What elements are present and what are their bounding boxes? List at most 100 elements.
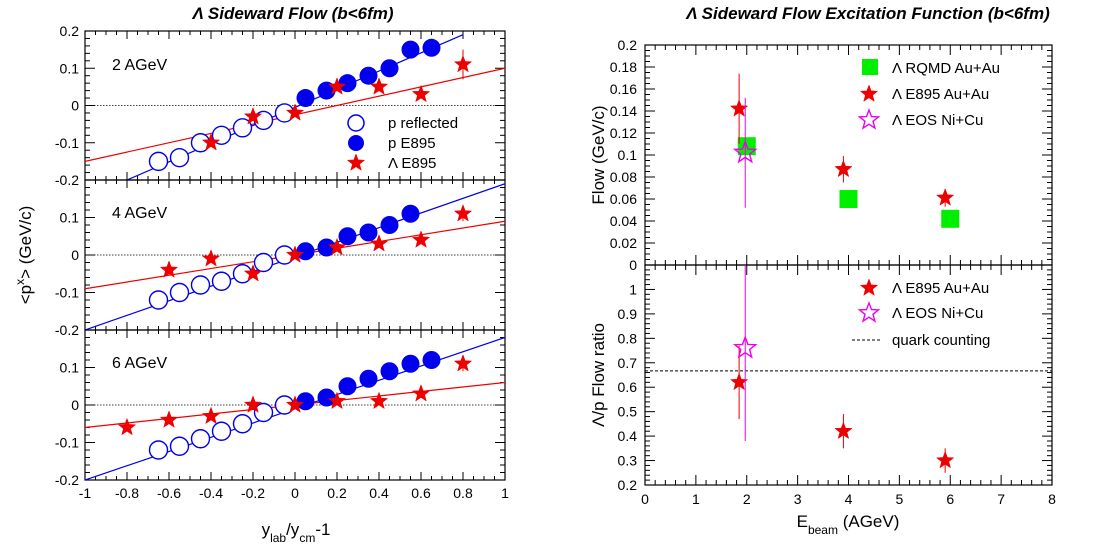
lambda-e895-point [243, 264, 263, 282]
legend-p-e895-marker [348, 135, 364, 151]
p-e895-point [359, 223, 378, 242]
legend-ratio-e895-label: Λ E895 Au+Au [892, 280, 989, 297]
x-tick-label: 0 [641, 491, 649, 507]
y-tick-label: 0.02 [610, 235, 637, 251]
p-e895-point [380, 216, 399, 234]
p-e895-point [359, 66, 378, 85]
legend-lambda-e895-marker [346, 153, 366, 171]
y-tick-label: -0.2 [55, 472, 79, 488]
lambda-e895-point [369, 77, 389, 95]
p-reflected-point [253, 252, 274, 273]
p-reflected-point [148, 440, 169, 460]
left-panel-2-plot: -0.2 -0.1 0 0.1 [55, 330, 506, 488]
legend-rqmd-marker [862, 59, 878, 75]
lambda-e895-point [285, 395, 305, 413]
p-e895-point [359, 369, 378, 388]
legend-e895-marker [859, 84, 879, 102]
legend-rqmd-label: Λ RQMD Au+Au [892, 60, 1000, 77]
lambda-e895-point [159, 260, 179, 278]
p-e895-point [296, 89, 315, 108]
x-tick-label: 2 [743, 491, 751, 507]
y-tick-label: 0 [629, 257, 637, 273]
lambda-e895-point [453, 54, 473, 73]
lambda-e895-point [159, 410, 179, 428]
y-tick-label: 0.5 [618, 404, 638, 420]
right-panel-ratio-frame [644, 264, 1053, 486]
lambda-e895-point [411, 84, 431, 103]
lambda-e895-point [243, 395, 263, 413]
x-tick-label: 7 [997, 491, 1005, 507]
x-tick-label: 5 [895, 491, 903, 507]
e895-point [935, 188, 955, 206]
legend-lambda-e895-label: Λ E895 [388, 155, 436, 172]
lambda-e895-point [285, 103, 305, 121]
p-reflected-point [232, 118, 253, 138]
y-tick-label: -0.2 [55, 322, 79, 338]
left-chart-title: Λ Sideward Flow (b<6fm) [191, 4, 393, 23]
p-e895-point [317, 238, 336, 257]
p-e895-point [422, 351, 441, 369]
y-tick-label: 0.4 [618, 428, 638, 444]
p-reflected-point [148, 151, 169, 172]
right-flow-legend: Λ RQMD Au+Au Λ E895 Au+Au Λ EOS Ni+Cu [857, 59, 1000, 130]
y-tick-label: 0.9 [618, 306, 638, 322]
p-reflected-point [169, 436, 190, 456]
y-tick-label: 0.2 [60, 23, 80, 39]
y-tick-label: 0.8 [618, 330, 638, 346]
data-points [117, 351, 473, 460]
right-panel-ratio: 0.2 0.3 0.4 0.5 0.6 0.7 0.8 0.9 1 [618, 264, 1053, 493]
lambda-e895-point [201, 406, 221, 425]
x-tick-label: 8 [1048, 491, 1056, 507]
y-tick-label: 0.18 [610, 59, 637, 75]
lambda-e895-point [327, 77, 347, 95]
e895-point [834, 159, 853, 178]
p-reflected-point [190, 429, 211, 449]
lambda-e895-point [369, 234, 389, 252]
lambda-e895-point [117, 417, 137, 436]
eos-point [732, 139, 758, 164]
x-tick-label: -0.4 [199, 485, 223, 501]
lambda-e895-point [327, 237, 347, 256]
p-reflected-point [232, 414, 253, 434]
y-tick-label: 0 [71, 98, 79, 114]
y-tick-label: -0.1 [55, 135, 79, 151]
y-tick-label: 1 [629, 281, 637, 297]
y-tick-label: 0.1 [60, 60, 80, 76]
y-tick-label: 0 [71, 397, 79, 413]
right-bottom-y-axis-label: Λ/p Flow ratio [589, 323, 608, 427]
left-panel-0-label: 2 AGeV [112, 57, 167, 74]
legend-star [859, 84, 879, 102]
y-tick-label: 0.1 [618, 147, 638, 163]
p-reflected-point [211, 271, 232, 291]
right-x-axis-label: Ebeam (AGeV) [797, 512, 900, 537]
p-reflected-point [169, 282, 190, 303]
left-panel-1: 4 AGeV -0.2 -0.1 0 0.1 [55, 179, 506, 338]
y-tick-label: 0.1 [60, 210, 80, 226]
p-e895-point [422, 38, 441, 57]
left-panel-0: 2 AGeV -0.2 -0.1 0 0.1 0.2 [55, 23, 506, 188]
legend-quark-counting-label: quark counting [892, 332, 990, 349]
e895-point [834, 421, 853, 440]
y-tick-label: -0.1 [55, 285, 79, 301]
rqmd-point [839, 190, 858, 208]
p-e895-point [338, 377, 357, 396]
y-tick-label: -0.2 [55, 172, 79, 188]
legend-lambda-star [346, 153, 366, 171]
y-tick-label: 0.08 [610, 169, 637, 185]
left-panel-1-plot: -0.2 -0.1 0 0.1 [55, 180, 506, 338]
p-reflected-point [190, 275, 211, 295]
left-panel-2: 6 AGeV -0.2 -0.1 0 0.1 [55, 329, 506, 488]
right-top-y-axis-label: Flow (GeV/c) [589, 105, 608, 204]
lambda-e895-point [243, 106, 263, 125]
x-tick-label: 0 [291, 485, 299, 501]
p-e895-point [317, 388, 336, 407]
y-tick-label: 0.12 [610, 125, 637, 141]
legend-ratio-eos-marker [857, 301, 881, 323]
lambda-e895-point [201, 249, 221, 267]
y-tick-label: 0.2 [618, 477, 638, 493]
x-tick-label: 1 [501, 485, 509, 501]
left-panel-2-label: 6 AGeV [112, 355, 167, 372]
p-e895-point [401, 354, 420, 373]
lambda-e895-point [201, 133, 221, 151]
